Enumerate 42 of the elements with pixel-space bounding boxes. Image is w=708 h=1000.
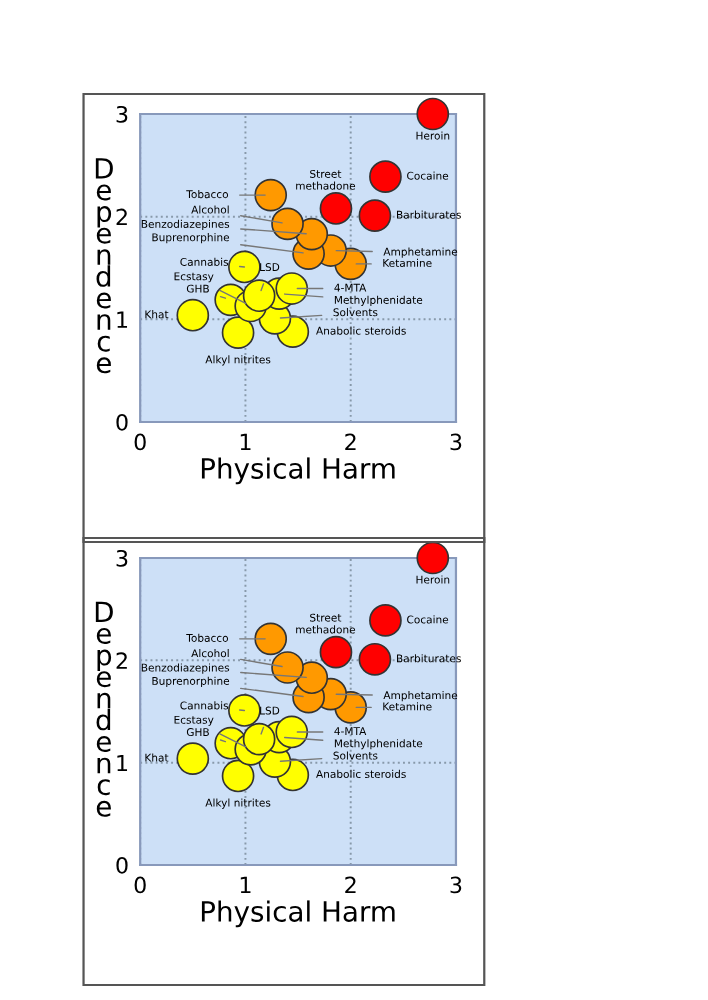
x-tick-label: 2 xyxy=(345,433,356,450)
point xyxy=(369,604,402,637)
y-tick-label: 1 xyxy=(117,311,128,328)
point xyxy=(176,742,210,775)
x-axis-title: Physical Harm xyxy=(201,457,395,485)
point xyxy=(254,178,288,212)
point xyxy=(416,541,450,575)
point xyxy=(416,97,450,131)
point xyxy=(242,722,276,756)
x-tick-label: 0 xyxy=(134,433,146,451)
x-tick-label: 3 xyxy=(450,876,462,894)
y-tick-label: 0 xyxy=(116,413,128,431)
point xyxy=(228,694,261,727)
y-tick-label: 3 xyxy=(116,105,128,123)
point xyxy=(271,651,304,684)
point xyxy=(221,316,255,350)
point xyxy=(358,642,392,676)
x-tick-label: 1 xyxy=(240,876,251,893)
point xyxy=(176,298,210,332)
point xyxy=(369,160,402,193)
x-tick-label: 3 xyxy=(450,433,462,451)
point xyxy=(271,207,304,241)
point xyxy=(275,715,309,749)
point xyxy=(358,199,392,233)
y-tick-label: 3 xyxy=(116,549,128,567)
point xyxy=(221,759,255,793)
text: Dependence xyxy=(95,158,113,374)
x-axis-title: Physical Harm xyxy=(201,900,395,928)
y-tick-label: 2 xyxy=(116,208,127,226)
y-tick-label: 0 xyxy=(116,856,128,874)
x-tick-label: 1 xyxy=(240,433,251,450)
x-tick-label: 0 xyxy=(134,876,146,894)
point xyxy=(319,192,353,225)
x-tick-label: 2 xyxy=(345,876,356,893)
point xyxy=(242,279,276,313)
point xyxy=(228,250,261,284)
y-tick-label: 1 xyxy=(117,754,128,772)
point xyxy=(319,635,353,669)
text: Dependence xyxy=(95,601,113,817)
y-tick-label: 2 xyxy=(116,652,127,669)
point xyxy=(254,622,288,656)
point xyxy=(275,272,309,305)
